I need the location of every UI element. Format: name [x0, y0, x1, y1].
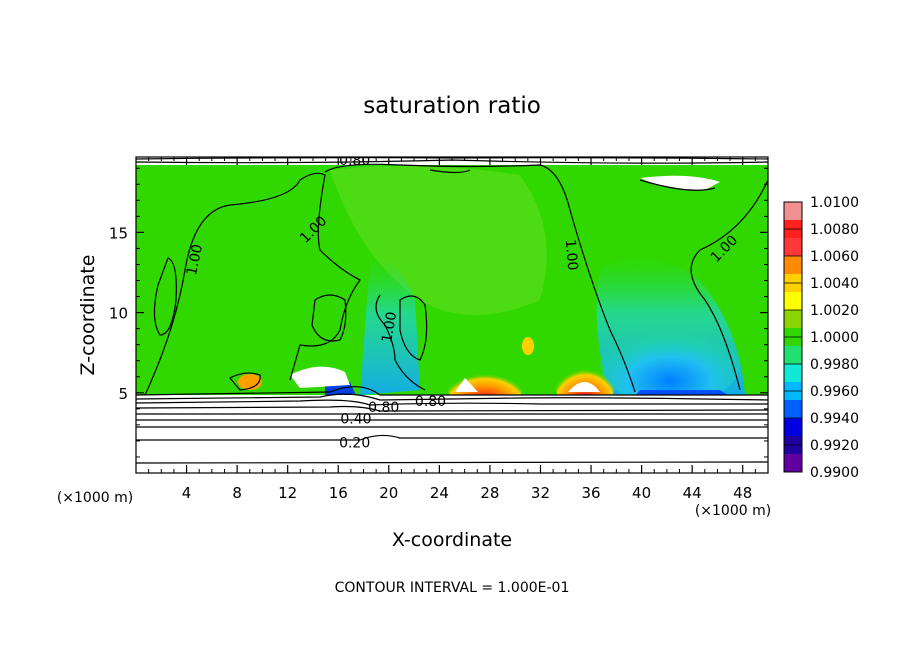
- contour-line: [690, 179, 768, 391]
- colorbar-band: [784, 346, 802, 365]
- contour-line: [324, 163, 636, 393]
- lower-white-region: [136, 395, 768, 473]
- contour-line: [136, 434, 768, 441]
- z-tick-label: 15: [109, 224, 128, 242]
- white-patch-hot35: [568, 382, 600, 392]
- x-tick-label: 24: [430, 484, 449, 502]
- colorbar-label: 1.0040: [810, 276, 859, 292]
- colorbar-band: [784, 454, 802, 473]
- x-tick-label: 36: [581, 484, 600, 502]
- x-tick-label: 4: [182, 484, 192, 502]
- z-axis-label: Z-coordinate: [77, 255, 99, 376]
- contour-line: [375, 294, 426, 391]
- x-tick-label: 16: [329, 484, 348, 502]
- warm-spot-9: [238, 374, 262, 390]
- contour-label: 0.20: [339, 436, 370, 452]
- contour-line: [311, 294, 347, 342]
- x-tick-label: 44: [683, 484, 702, 502]
- colorbar-band: [784, 292, 802, 311]
- colorbar-label: 1.0080: [810, 222, 859, 238]
- contour-line: [229, 372, 261, 391]
- chart-title: saturation ratio: [363, 93, 541, 119]
- colorbar-band: [784, 202, 802, 221]
- colorbar-label: 0.9960: [810, 384, 859, 400]
- colorbar-band: [784, 256, 802, 275]
- colorbar-label: 1.0000: [810, 330, 859, 346]
- x-tick-label: 8: [232, 484, 242, 502]
- plot-area: 0.801.001.001.001.00 1.000.80 0.800.400.20: [136, 153, 768, 473]
- contour-line: [144, 172, 361, 396]
- x-tick-label: 28: [480, 484, 499, 502]
- contour-line: [136, 461, 768, 464]
- x-tick-label: 32: [531, 484, 550, 502]
- x-tick-label: 12: [278, 484, 297, 502]
- cyan-column-left: [360, 258, 420, 395]
- contour-label: 0.80: [368, 400, 399, 416]
- x-tick-label: 40: [632, 484, 651, 502]
- contour-line: [429, 169, 471, 174]
- colorbar-band: [784, 238, 802, 257]
- colorbar-band: [784, 400, 802, 419]
- blue-base-strip: [636, 390, 728, 395]
- colorbar-band: [784, 310, 802, 329]
- contour-line: [639, 179, 716, 191]
- contour-line: [136, 386, 768, 396]
- white-patch-top: [640, 175, 720, 191]
- colorbar-label: 1.0020: [810, 303, 859, 319]
- z-tick-label: 10: [109, 305, 128, 323]
- z-axis-ticks: 5 10 15: [109, 167, 768, 458]
- colorbar-band: [784, 364, 802, 383]
- lighter-green-patch: [330, 166, 547, 315]
- colorbar-label: 1.0100: [810, 195, 859, 211]
- contour-label: 1.00: [184, 243, 206, 277]
- x-tick-label: 48: [733, 484, 752, 502]
- colorbar-label: 0.9920: [810, 438, 859, 454]
- white-patch-mid: [290, 366, 350, 388]
- colorbar-band: [784, 418, 802, 437]
- contour-interval-note: CONTOUR INTERVAL = 1.000E-01: [335, 580, 570, 596]
- contour-line: [153, 257, 177, 336]
- colorbar-label: 0.9940: [810, 411, 859, 427]
- contour-label: 1.00: [379, 310, 400, 343]
- contour-label: 0.80: [339, 153, 370, 169]
- colorbar-label: 0.9900: [810, 465, 859, 481]
- contour-line: [136, 399, 768, 406]
- x-axis-label: X-coordinate: [392, 529, 512, 551]
- hot-spot-small: [522, 337, 534, 355]
- x-axis-ticks: 4 8 12 16 20 24 28 32 36 40 44 48: [148, 157, 756, 502]
- blue-lobe: [600, 325, 740, 405]
- contour-lines: [136, 157, 768, 464]
- x-tick-label: 20: [379, 484, 398, 502]
- contour-line: [136, 405, 768, 412]
- white-patch-hot28: [455, 378, 478, 392]
- colorbar-label: 1.0060: [810, 249, 859, 265]
- z-unit-label: (×1000 m): [57, 490, 133, 506]
- colorbar-label: 0.9980: [810, 357, 859, 373]
- contour-label: 0.40: [340, 411, 371, 427]
- contour-line: [136, 393, 768, 401]
- contour-line: [399, 295, 428, 361]
- colorbar: 1.0100 1.0080 1.0060 1.0040 1.0020 1.0000 0.99…: [783, 195, 859, 481]
- z-tick-label: 5: [118, 385, 128, 403]
- x-unit-label: (×1000 m): [695, 503, 771, 519]
- contour-label: 0.80: [415, 394, 446, 410]
- contour-label: 1.00: [562, 239, 581, 271]
